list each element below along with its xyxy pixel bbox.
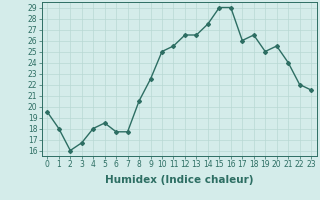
X-axis label: Humidex (Indice chaleur): Humidex (Indice chaleur) — [105, 175, 253, 185]
